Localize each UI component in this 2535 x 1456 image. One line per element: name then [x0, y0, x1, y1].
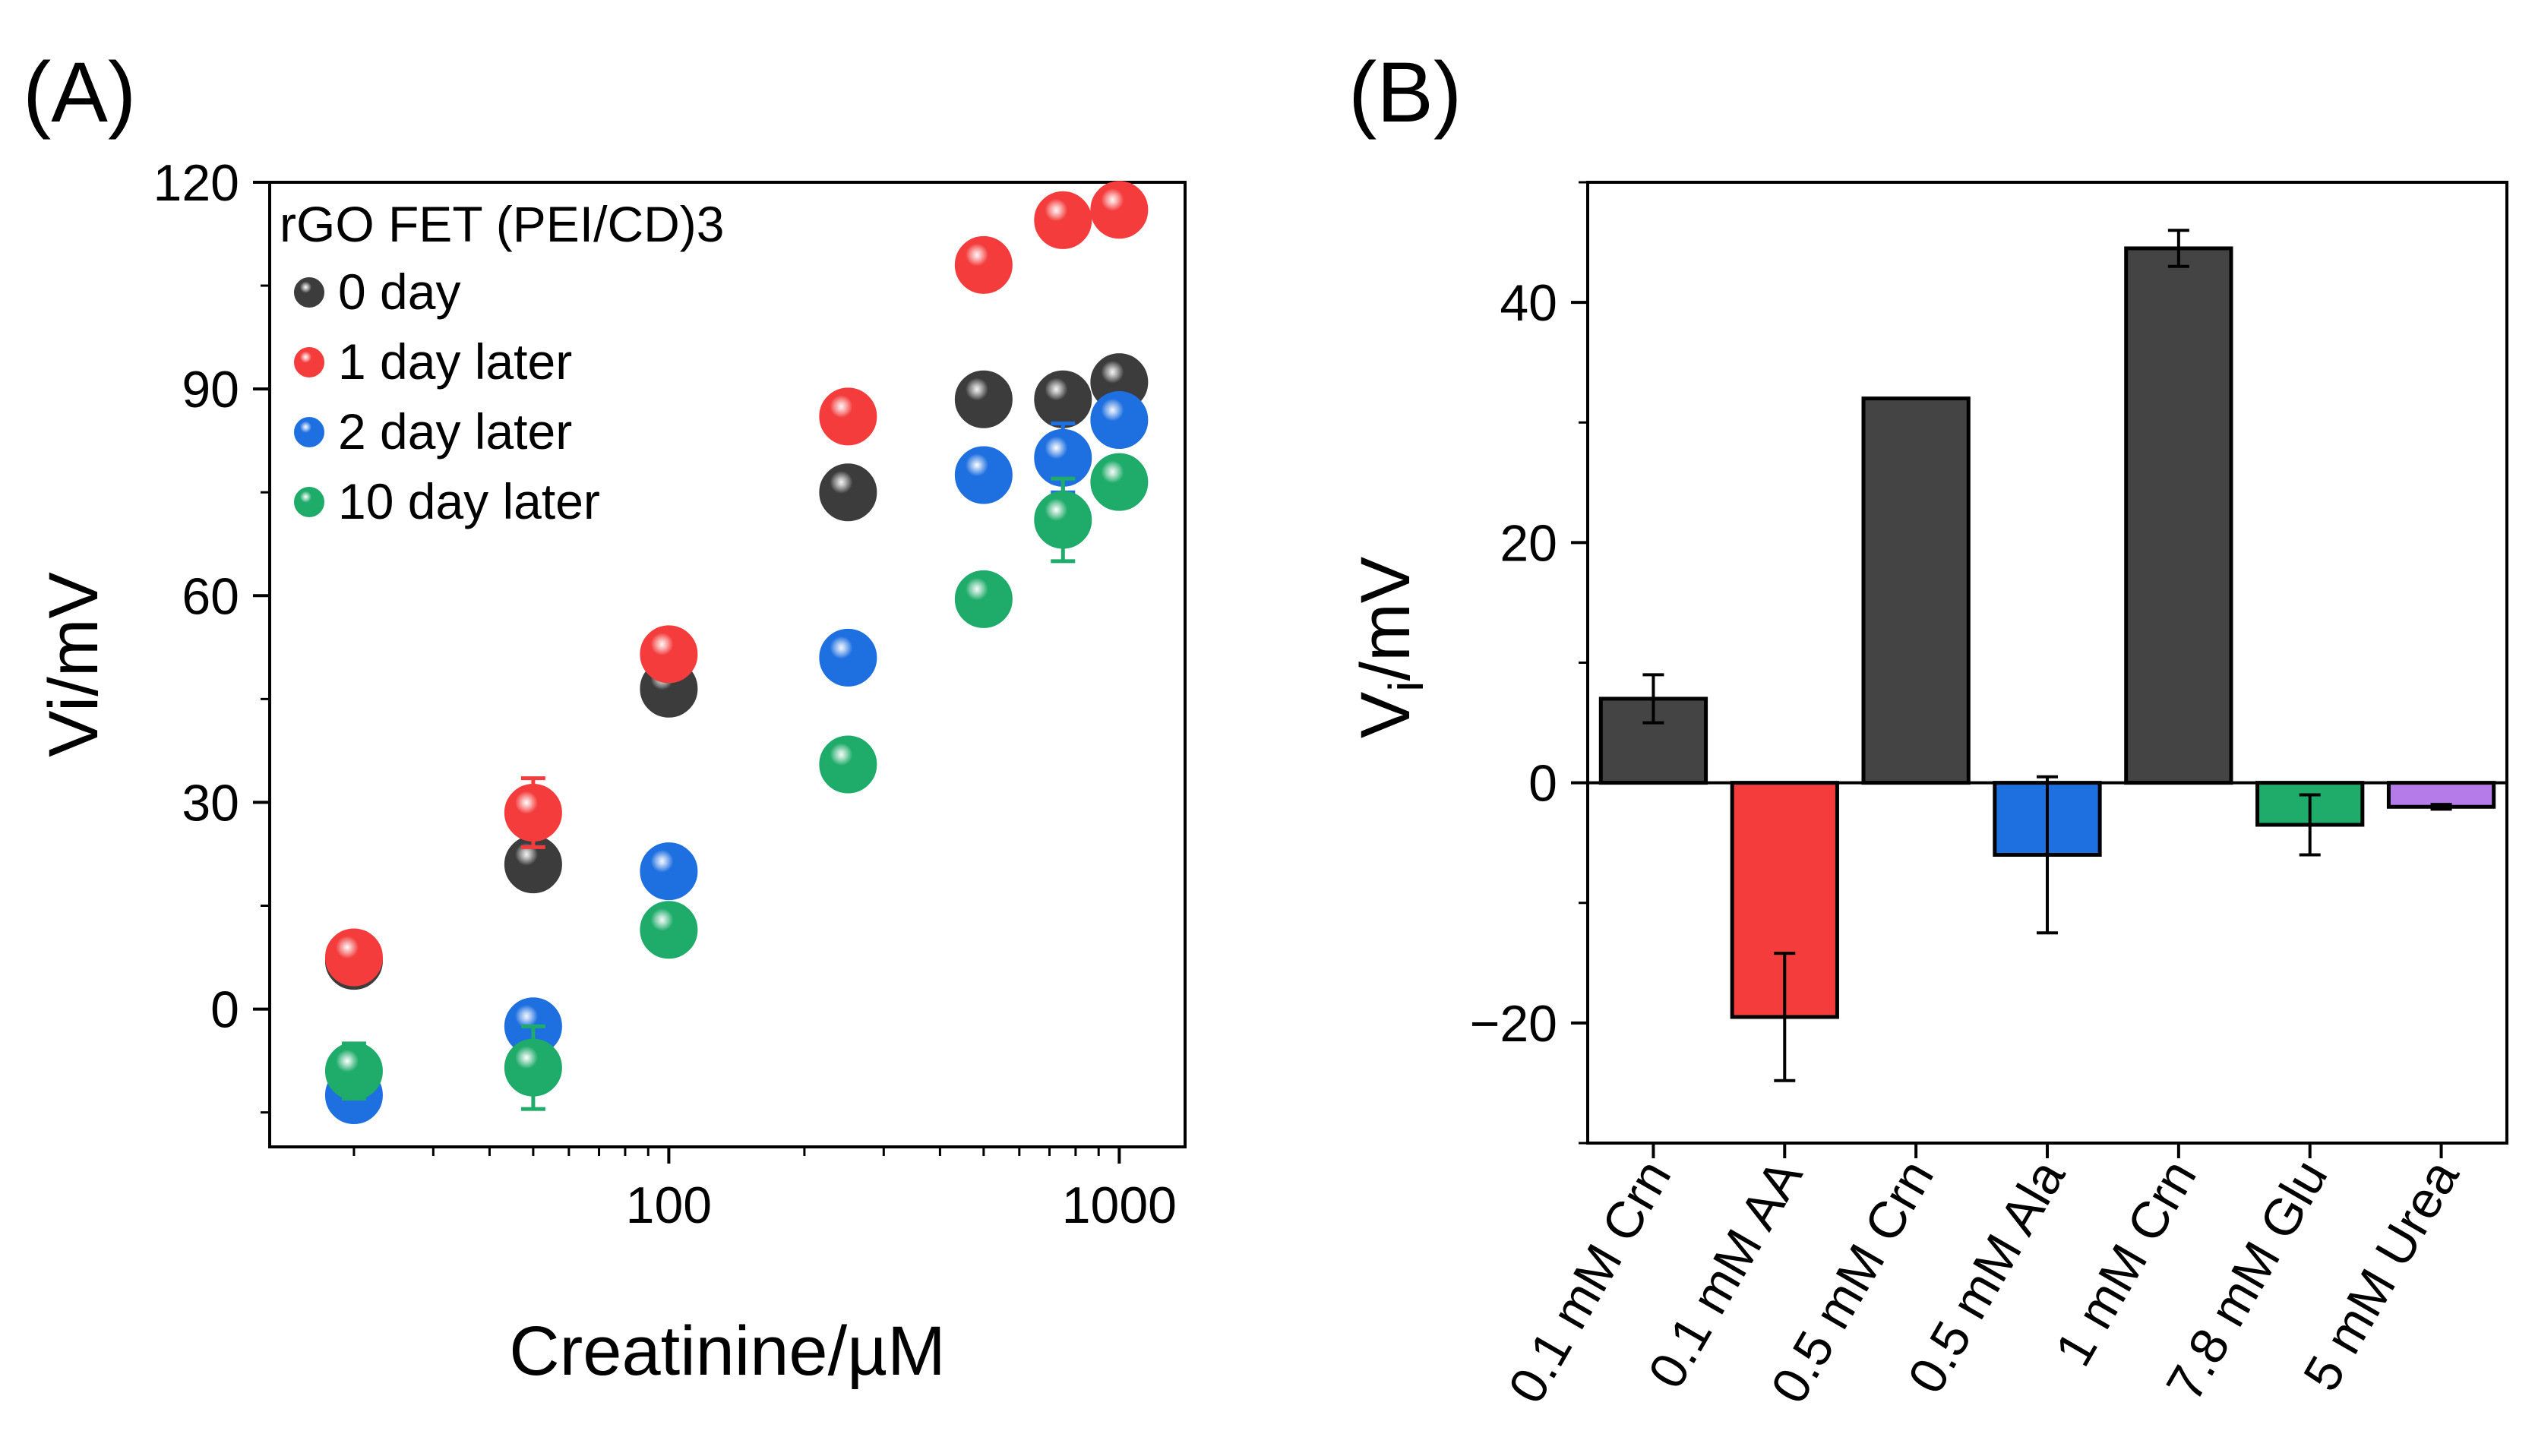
y-axis-title: Vi/mV [35, 572, 112, 757]
y-tick-label: 20 [1500, 514, 1557, 572]
legend-label: 10 day later [338, 473, 600, 529]
data-point [819, 628, 877, 687]
data-point [504, 1038, 562, 1097]
data-point [819, 463, 877, 522]
x-tick-label: 100 [626, 1176, 712, 1234]
chart-a-frame [268, 181, 1187, 1148]
panel-b-label: (B) [1348, 45, 1462, 140]
data-point [954, 370, 1013, 428]
y-tick-label: −20 [1470, 995, 1557, 1053]
legend-marker [294, 277, 324, 308]
y-tick-label: 60 [182, 567, 239, 625]
panel-a-label: (A) [23, 45, 136, 140]
y-tick-label: 0 [1528, 755, 1557, 813]
x-axis-title: Creatinine/µM [509, 1312, 946, 1390]
x-tick-label: 1000 [1062, 1176, 1177, 1234]
y-tick-label: 120 [153, 154, 239, 212]
data-point [819, 387, 877, 446]
data-point [954, 235, 1013, 294]
data-point [640, 842, 698, 901]
data-point [504, 784, 562, 842]
y-tick-label: 40 [1500, 274, 1557, 332]
y-tick-label: 90 [182, 361, 239, 418]
y-axis-title-unit: /mV [1347, 557, 1424, 681]
legend-title: rGO FET (PEI/CD)3 [280, 196, 725, 252]
legend-label: 2 day later [338, 403, 572, 460]
data-point [1034, 370, 1092, 428]
y-tick-label: 0 [210, 981, 239, 1039]
y-axis-title-subscript: i [1379, 681, 1433, 691]
y-tick-label: 30 [182, 774, 239, 832]
y-axis-title-main: V [1347, 692, 1424, 738]
chart-a-scatter: 0 30 60 90 120 100 1000 Creatinine/µM Vi/mV rGO F… [35, 154, 1187, 1390]
data-point [1090, 453, 1149, 511]
chart-b-frame [1586, 181, 2508, 1145]
data-point [1034, 191, 1092, 249]
legend-label: 0 day [338, 264, 460, 320]
data-point [954, 446, 1013, 504]
data-point [1090, 181, 1149, 239]
data-point [640, 901, 698, 959]
legend-label: 1 day later [338, 333, 572, 390]
data-point [640, 625, 698, 684]
data-point [1090, 390, 1149, 449]
legend-marker [294, 417, 324, 447]
data-point [954, 570, 1013, 628]
data-point [324, 1042, 383, 1101]
data-point [324, 928, 383, 987]
bar [1861, 396, 1971, 785]
bar [2124, 246, 2233, 785]
y-axis-title: Vi/mV [1347, 557, 1433, 738]
legend-marker [294, 487, 324, 517]
data-point [819, 735, 877, 794]
legend-marker [294, 347, 324, 377]
data-point [1034, 491, 1092, 549]
